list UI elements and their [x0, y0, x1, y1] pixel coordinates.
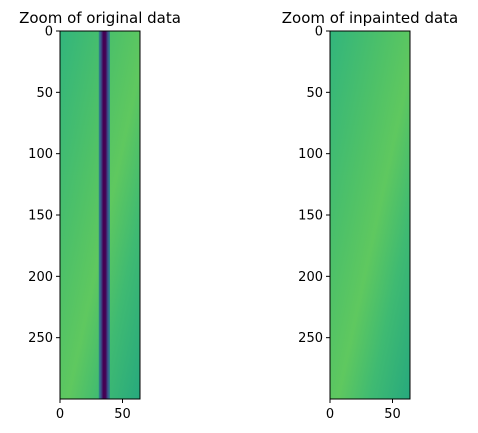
- y-tick-label: 100: [28, 147, 53, 162]
- y-ticks-original: 0 50 100 150 200 250: [28, 25, 60, 347]
- y-tick-label: 100: [298, 147, 323, 162]
- x-tick-label: 0: [326, 407, 334, 422]
- x-tick-label: 0: [56, 407, 64, 422]
- y-tick-label: 250: [298, 331, 323, 346]
- x-tick-label: 50: [384, 407, 401, 422]
- y-ticks-inpainted: 0 50 100 150 200 250: [298, 25, 330, 347]
- y-tick-label: 200: [298, 270, 323, 285]
- y-tick-label: 0: [45, 25, 53, 40]
- panel-inpainted: Zoom of inpainted data 0 50 100 150 200 250 0…: [282, 9, 458, 422]
- y-tick-label: 150: [298, 209, 323, 224]
- title-original: Zoom of original data: [19, 9, 181, 27]
- y-tick-label: 150: [28, 209, 53, 224]
- y-tick-label: 0: [315, 25, 323, 40]
- heatmap-inpainted: [330, 31, 410, 399]
- x-ticks-inpainted: 0 50: [326, 399, 401, 422]
- panel-original: Zoom of original data 0 50 100 150 200 250 0 5…: [19, 9, 181, 422]
- x-ticks-original: 0 50: [56, 399, 131, 422]
- x-tick-label: 50: [114, 407, 131, 422]
- y-tick-label: 50: [36, 86, 53, 101]
- title-inpainted: Zoom of inpainted data: [282, 9, 458, 27]
- y-tick-label: 200: [28, 270, 53, 285]
- y-tick-label: 50: [306, 86, 323, 101]
- y-tick-label: 250: [28, 331, 53, 346]
- dark-band: [99, 31, 110, 399]
